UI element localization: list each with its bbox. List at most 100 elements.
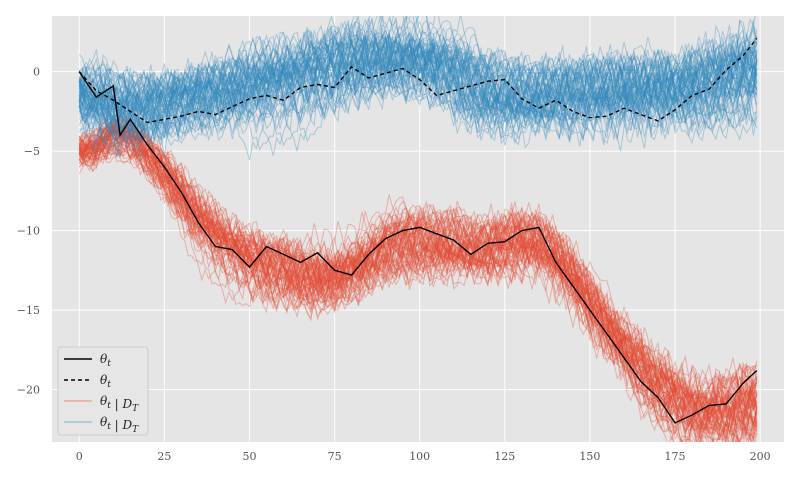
sample-path [78, 40, 758, 144]
sample-path [78, 130, 758, 442]
sample-path [78, 136, 758, 423]
sample-path [78, 123, 758, 442]
x-tick-label: 25 [157, 450, 171, 463]
sample-path [78, 117, 758, 442]
legend-box [57, 346, 149, 436]
sample-path [78, 36, 758, 143]
sample-path [78, 118, 758, 435]
sample-path [78, 118, 758, 439]
sample-path [78, 16, 758, 158]
sample-path [78, 26, 758, 153]
sample-path [78, 129, 755, 442]
x-tick-label: 125 [494, 450, 515, 463]
sample-path [78, 35, 758, 141]
true-paths [78, 37, 758, 424]
sample-path [78, 140, 758, 442]
sample-path [78, 32, 758, 141]
sample-path [78, 16, 758, 157]
grid [52, 16, 784, 442]
sample-path [78, 118, 758, 437]
legend-label: θt [100, 352, 111, 369]
sample-path [79, 119, 758, 441]
sample-path [78, 24, 758, 134]
sample-path [78, 132, 758, 420]
sample-path [78, 121, 758, 441]
sample-path [78, 26, 758, 147]
legend-label: θt [100, 373, 111, 390]
dashed-true-path [78, 37, 758, 124]
y-tick-label: 0 [33, 66, 40, 79]
sample-path [78, 120, 758, 442]
legend-label: θt | DT [100, 394, 139, 414]
sample-path [78, 121, 758, 439]
sample-path [78, 125, 758, 423]
sample-path [78, 31, 758, 134]
sample-path [78, 33, 758, 152]
sample-path [79, 16, 758, 145]
sample-path [78, 30, 758, 150]
sample-path [78, 125, 758, 435]
sample-path [78, 16, 758, 142]
sample-path [78, 28, 758, 147]
sample-path [78, 118, 757, 430]
sample-path [78, 33, 758, 153]
sample-path [78, 127, 758, 434]
sample-path [78, 35, 758, 143]
sample-path [78, 24, 758, 146]
y-tick-label: −15 [17, 304, 40, 317]
x-tick-label: 50 [242, 450, 256, 463]
sample-path [78, 28, 758, 129]
sample-path [79, 125, 758, 420]
sample-path [78, 31, 758, 147]
sample-path [78, 16, 758, 140]
sample-path [78, 31, 757, 143]
solid-true-path [78, 71, 758, 424]
sample-path [78, 36, 758, 140]
sample-path [78, 37, 757, 146]
sample-path [78, 111, 758, 442]
sample-path [78, 20, 758, 128]
sample-path [78, 124, 758, 435]
sample-path [78, 16, 758, 141]
sample-path [78, 121, 758, 434]
sample-path [78, 118, 758, 441]
sample-path [78, 27, 758, 147]
sample-path [78, 124, 758, 436]
sample-path [78, 16, 758, 160]
sample-path [78, 115, 757, 442]
tick-labels: 0 25 50 75 100 125 150 175 200 0 −5 −10 −15 −20 [17, 66, 771, 463]
sample-path [78, 24, 758, 133]
sample-path [78, 28, 758, 144]
sample-path [78, 124, 758, 418]
sample-path [78, 122, 758, 431]
sample-path [78, 19, 758, 139]
sample-path [78, 120, 758, 427]
y-tick-label: −20 [17, 384, 40, 397]
sample-path [78, 119, 757, 442]
sample-path [78, 34, 758, 156]
sample-path [78, 16, 758, 146]
sample-path [78, 16, 758, 151]
sample-path [78, 127, 758, 433]
y-tick-label: −5 [24, 145, 40, 158]
sample-path [78, 31, 758, 144]
sample-path [78, 126, 758, 432]
sample-path [78, 127, 758, 428]
sample-path [78, 117, 758, 442]
sample-path [78, 32, 758, 141]
sample-path [78, 20, 758, 145]
blue-sample-band [78, 16, 758, 161]
posterior-samples [78, 16, 758, 442]
sample-path [79, 130, 758, 442]
sample-path [78, 27, 758, 143]
sample-path [78, 26, 758, 144]
sample-path [78, 33, 758, 161]
sample-path [78, 124, 753, 442]
sample-path [78, 125, 758, 435]
sample-path [78, 27, 758, 138]
sample-path [78, 34, 758, 149]
sample-path [79, 126, 758, 412]
sample-path [78, 32, 758, 142]
sample-path [78, 29, 758, 143]
